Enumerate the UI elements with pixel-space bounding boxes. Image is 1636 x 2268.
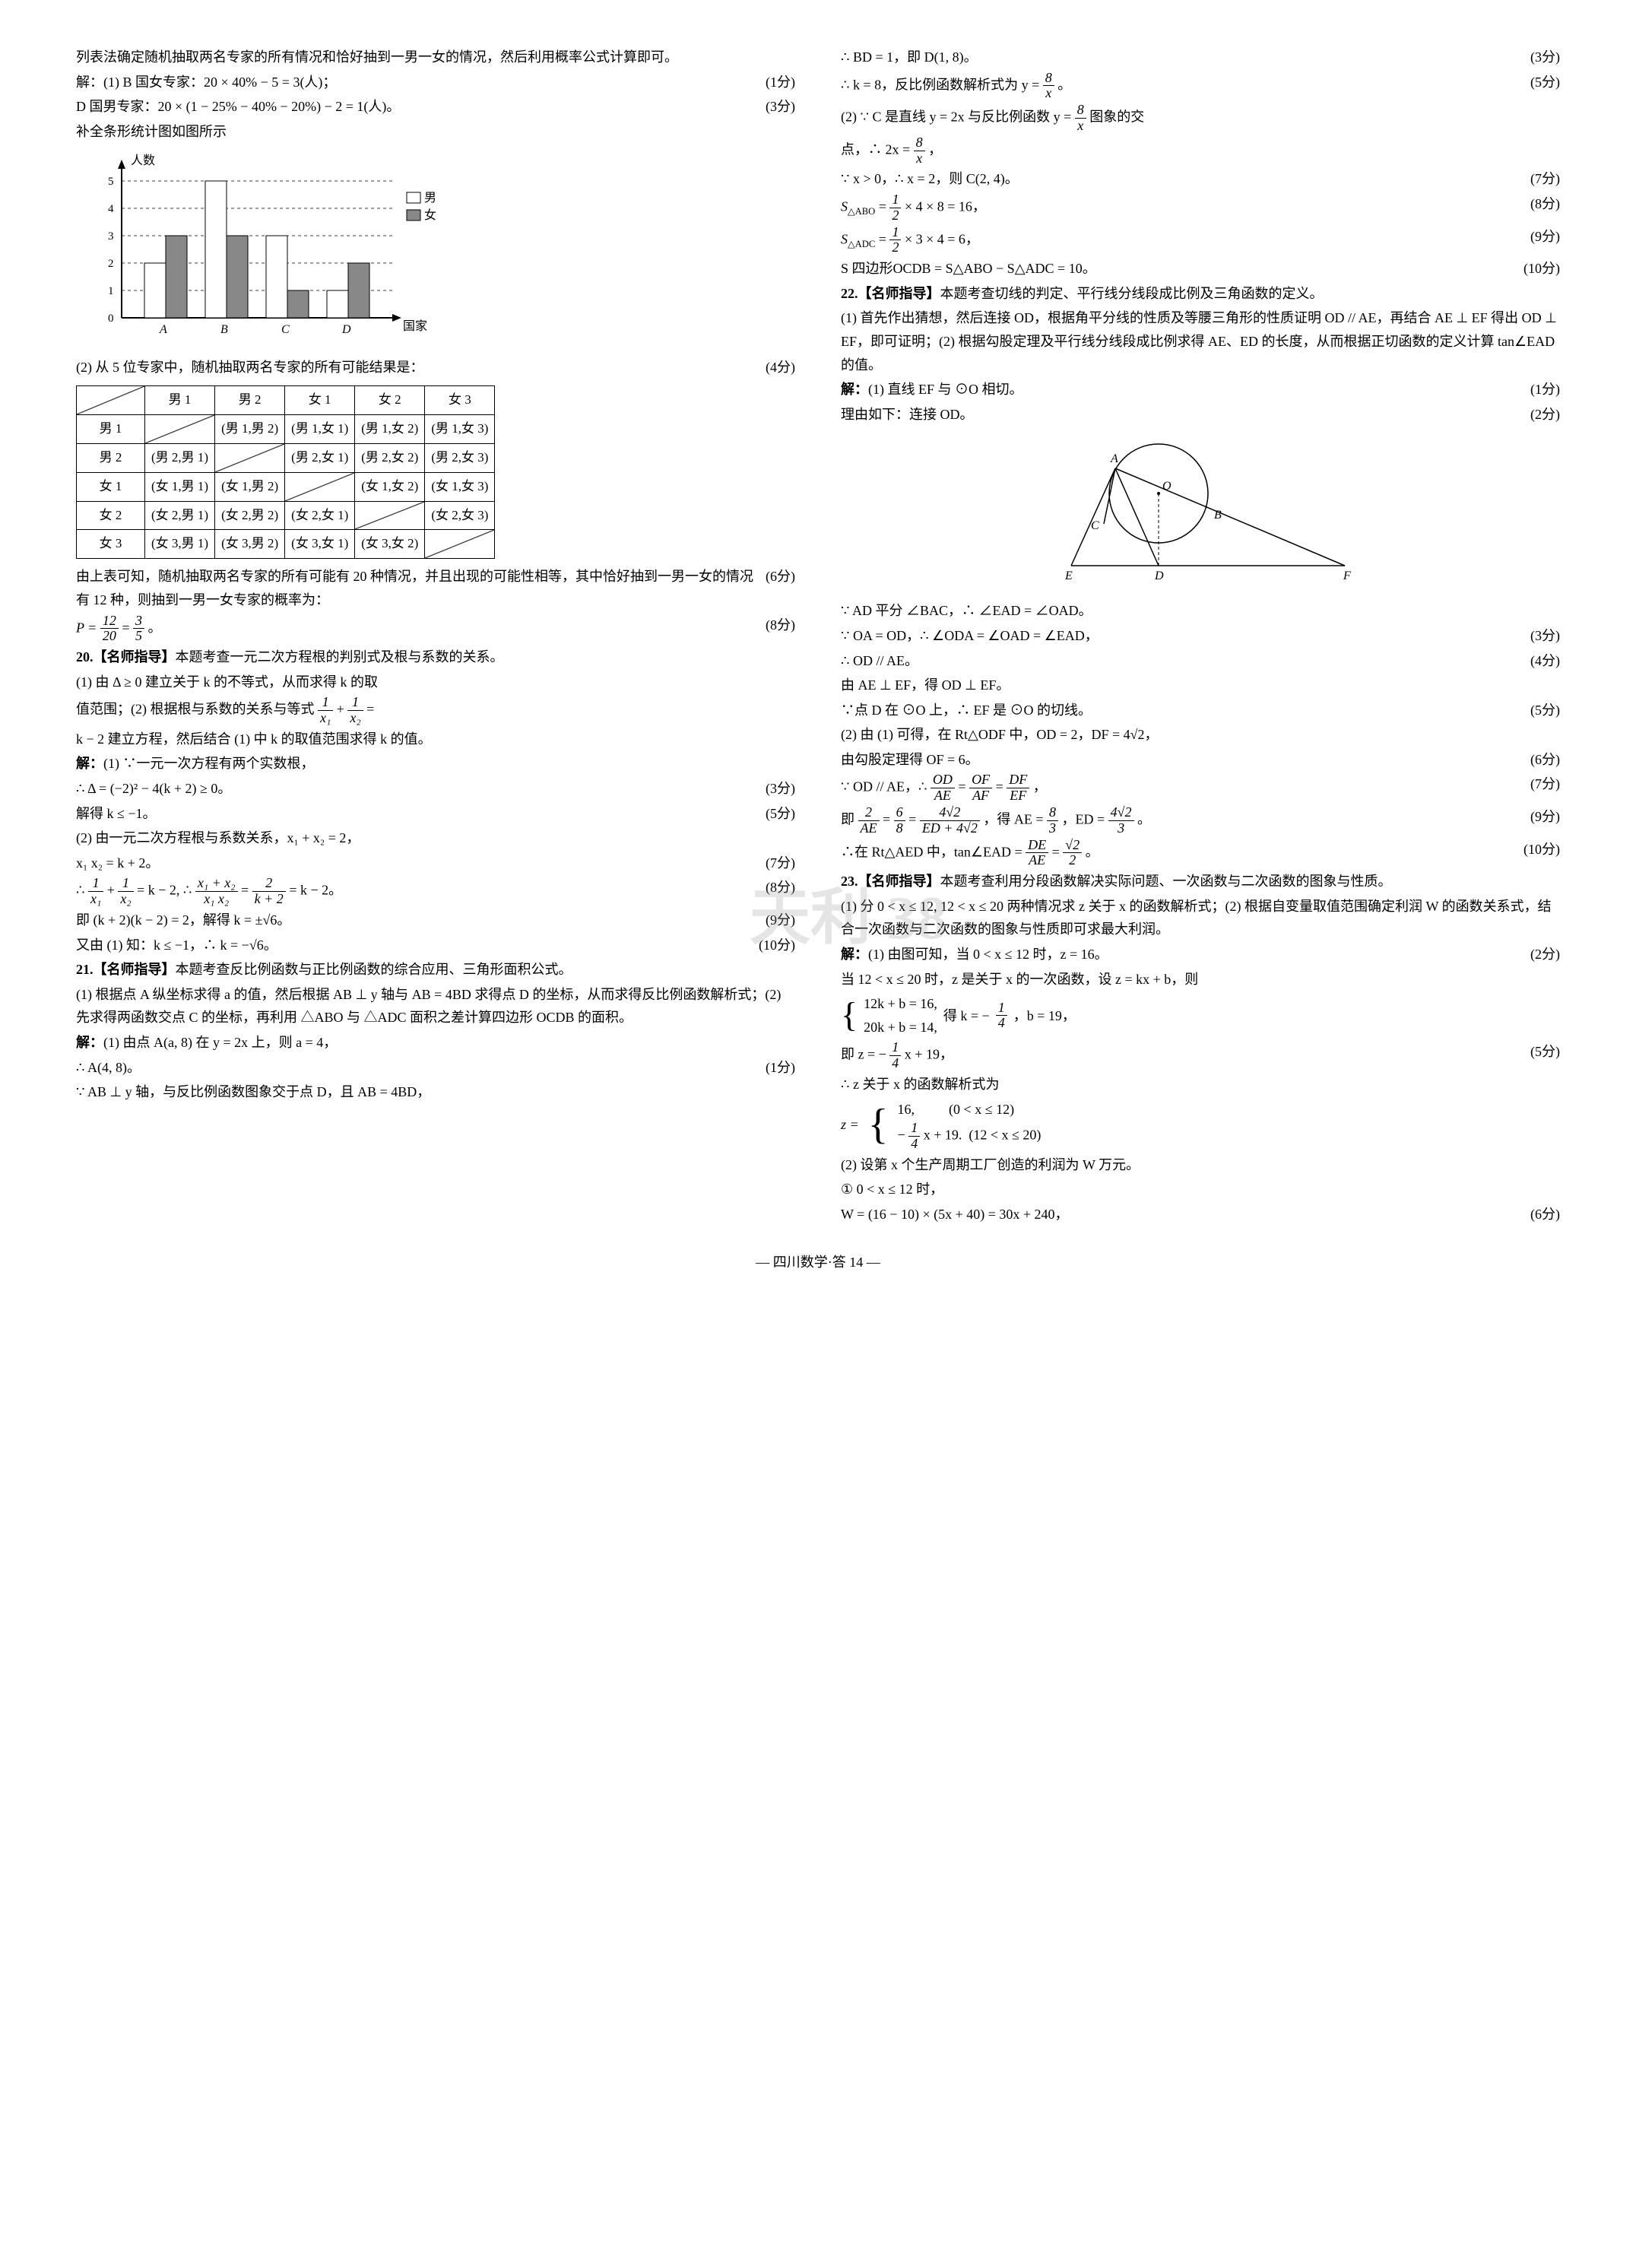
svg-text:2: 2 bbox=[108, 258, 114, 270]
q20-header: 20.【名师指导】本题考查一元二次方程根的判别式及根与系数的关系。 bbox=[76, 646, 795, 669]
svg-text:1: 1 bbox=[108, 285, 114, 297]
svg-text:0: 0 bbox=[108, 312, 114, 325]
svg-text:3: 3 bbox=[108, 230, 114, 243]
svg-text:E: E bbox=[1064, 569, 1073, 582]
q23-header: 23.【名师指导】本题考查利用分段函数解决实际问题、一次函数与二次函数的图象与性… bbox=[841, 870, 1560, 893]
q22-header: 22.【名师指导】本题考查切线的判定、平行线分线段成比例及三角函数的定义。 bbox=[841, 282, 1560, 306]
svg-text:C: C bbox=[281, 323, 290, 336]
svg-text:D: D bbox=[1154, 569, 1164, 582]
svg-text:人数: 人数 bbox=[131, 154, 155, 167]
svg-text:A: A bbox=[159, 323, 167, 336]
svg-text:女: 女 bbox=[424, 208, 436, 222]
circle-diagram: A O B C E D F bbox=[1026, 436, 1375, 588]
q21-header: 21.【名师指导】本题考查反比例函数与正比例函数的综合应用、三角形面积公式。 bbox=[76, 958, 795, 982]
svg-text:5: 5 bbox=[108, 176, 114, 188]
svg-text:4: 4 bbox=[108, 203, 114, 215]
svg-text:男: 男 bbox=[424, 192, 436, 205]
left-column: 列表法确定随机抽取两名专家的所有情况和恰好抽到一男一女的情况，然后利用概率公式计… bbox=[76, 46, 795, 1228]
q19-sol1c: 补全条形统计图如图所示 bbox=[76, 120, 795, 144]
right-column: ∴ BD = 1，即 D(1, 8)。(3分) ∴ k = 8，反比例函数解析式… bbox=[841, 46, 1560, 1228]
svg-text:O: O bbox=[1162, 480, 1172, 493]
svg-text:D: D bbox=[341, 323, 351, 336]
q19-conclusion: 由上表可知，随机抽取两名专家的所有可能有 20 种情况，并且出现的可能性相等，其… bbox=[76, 565, 795, 611]
q19-sol1b: D 国男专家：20 × (1 − 25% − 40% − 20%) − 2 = … bbox=[76, 95, 795, 119]
outcome-table: 男 1 男 2 女 1 女 2 女 3 男 1(男 1,男 2)(男 1,女 1… bbox=[76, 385, 495, 559]
q19-sol2intro: (2) 从 5 位专家中，随机抽取两名专家的所有可能结果是： bbox=[76, 356, 795, 379]
svg-text:A: A bbox=[1110, 452, 1118, 465]
svg-text:F: F bbox=[1343, 569, 1351, 582]
intro: 列表法确定随机抽取两名专家的所有情况和恰好抽到一男一女的情况，然后利用概率公式计… bbox=[76, 46, 795, 69]
svg-text:B: B bbox=[220, 323, 228, 336]
svg-text:B: B bbox=[1214, 509, 1222, 522]
svg-text:C: C bbox=[1091, 519, 1099, 532]
svg-text:国家: 国家 bbox=[403, 319, 427, 333]
q19-prob: P = 1220 = 35 。 (8分) bbox=[76, 614, 795, 645]
page-footer: — 四川数学·答 14 — bbox=[76, 1251, 1560, 1274]
q19-sol1a: 解：(1) B 国女专家：20 × 40% − 5 = 3(人)； (1分) bbox=[76, 71, 795, 94]
bar-chart: 人数 国家 0 1 2 3 4 5 bbox=[76, 151, 456, 348]
